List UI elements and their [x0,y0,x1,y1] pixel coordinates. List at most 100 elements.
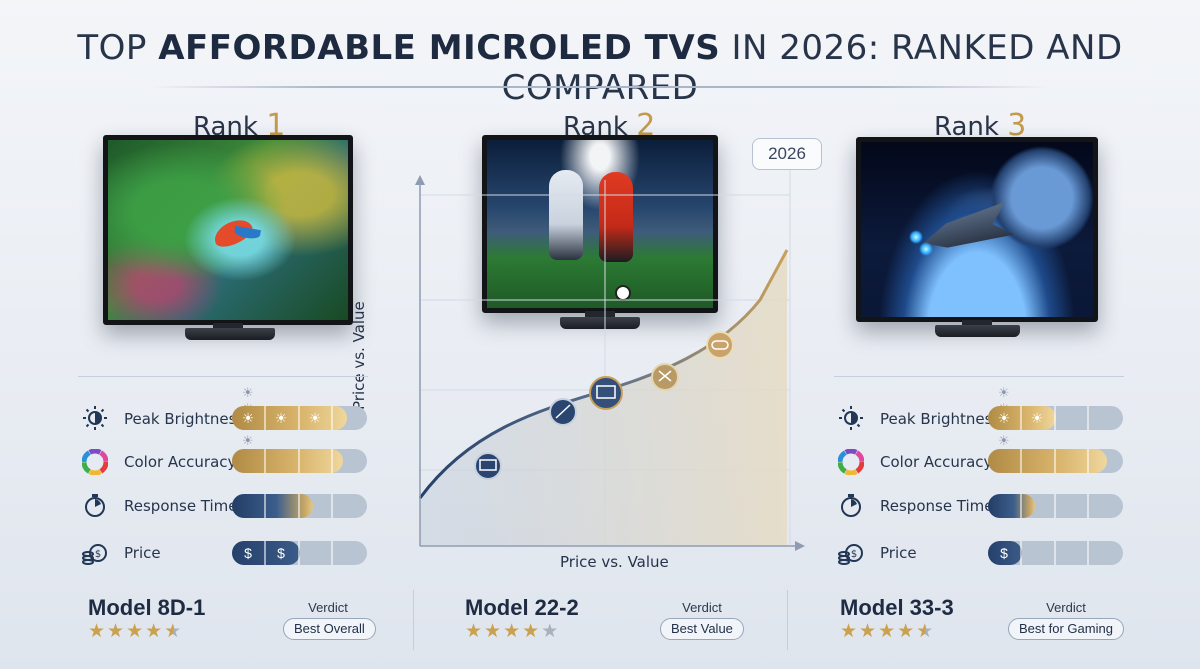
star-icon: ★ [164,621,184,642]
sun-icon: ☀ [997,409,1011,426]
y-axis-arrow [415,175,425,185]
verdict-label: Verdict [1046,600,1086,615]
dollar-icon: $ [1000,545,1008,561]
color-wheel-icon [82,449,108,475]
title-prefix: TOP [77,28,159,68]
panel-divider [834,376,1124,377]
brightness-icon [82,405,108,431]
bar-segment [264,494,266,518]
price-bar: $ [988,541,1123,565]
star-icon: ★ [107,621,127,642]
bar-segment [1087,449,1089,473]
price-bar-fill [988,541,1022,565]
response-time-label: Response Time [124,497,238,515]
verdict-label: Verdict [308,600,348,615]
brightness-label: Peak Brightness [124,410,245,428]
star-icon: ★ [522,621,542,642]
player-red [599,172,633,262]
engine-glow [909,230,923,244]
bar-segment [298,406,300,430]
response-time-bar [232,494,367,518]
verdict-label: Verdict [682,600,722,615]
model-name: Model 33-3 [840,595,954,620]
page-title: TOP AFFORDABLE MICROLED TVS IN 2026: RAN… [0,28,1200,108]
sun-icon: ☀ [308,409,322,426]
chart-point-monitor-icon [589,376,623,410]
tv-neck [962,320,992,328]
soccer-ball [615,285,631,301]
bar-segment [1020,541,1022,565]
bar-segment [298,449,300,473]
brightness-icon [838,405,864,431]
title-divider [150,86,1050,88]
verdict-badge: Best for Gaming [1008,618,1124,640]
brightness-bar: ☀ ☀ ☀ [232,406,367,430]
verdict-badge: Best Value [660,618,744,640]
chart-point-speaker-icon [651,363,679,391]
response-time-bar [988,494,1123,518]
rank-number: 2 [636,108,656,143]
bar-segment [331,494,333,518]
bar-segment [1087,406,1089,430]
player-white [549,170,583,260]
response-time-bar-fill [232,494,313,518]
coins-icon: $ [838,540,864,566]
star-icon: ★ [126,621,146,642]
bar-segment [1054,406,1056,430]
color-accuracy-bar [988,449,1123,473]
star-rating: ★★★★★ [465,620,560,643]
tv-stand [185,328,275,340]
price-label: Price [880,544,917,562]
rank-number: 3 [1007,108,1027,143]
svg-text:$: $ [851,549,857,560]
star-icon: ★ [916,621,936,642]
tv-screen-soccer [482,135,718,313]
bar-segment [1020,494,1022,518]
bar-segment [331,541,333,565]
bar-segment [331,449,333,473]
star-icon: ★ [145,621,165,642]
star-icon: ★ [541,621,561,642]
bar-segment [1020,406,1022,430]
star-icon: ★ [503,621,523,642]
bar-segment [264,406,266,430]
svg-text:$: $ [95,549,101,560]
verdict-badge: Best Overall [283,618,376,640]
x-axis-label: Price vs. Value [560,553,669,571]
color-accuracy-label: Color Accuracy [124,453,237,471]
star-icon: ★ [897,621,917,642]
star-icon: ★ [859,621,879,642]
bar-segment [298,541,300,565]
bar-segment [264,541,266,565]
rank-number: 1 [266,108,286,143]
brightness-label: Peak Brightness [880,410,1001,428]
dollar-icon: $ [277,545,285,561]
tv-screen-jungle [103,135,353,325]
color-wheel-icon [838,449,864,475]
bar-segment [1054,541,1056,565]
year-badge: 2026 [752,138,822,170]
footer-divider [413,590,414,650]
color-accuracy-label: Color Accuracy [880,453,993,471]
star-rating: ★★★★★ [88,620,183,643]
tv-screen-space [856,137,1098,322]
y-axis-label: Price vs. Value [350,301,368,410]
footer-divider [787,590,788,650]
engine-glow [919,242,933,256]
tv-neck [213,323,243,331]
stopwatch-icon [838,492,864,518]
response-time-label: Response Time [880,497,994,515]
dollar-icon: $ [244,545,252,561]
bar-segment [1020,449,1022,473]
bar-segment [1087,541,1089,565]
parrot-image [210,214,256,252]
sun-icon: ☀ [274,409,288,426]
star-icon: ★ [465,621,485,642]
sun-icon: ☀ [241,409,255,426]
coins-icon: $ [82,540,108,566]
star-icon: ★ [840,621,860,642]
color-accuracy-bar [232,449,367,473]
sun-icon: ☀ [1030,409,1044,426]
x-axis-arrow [795,541,805,551]
chart-point-tv-icon [474,452,502,480]
